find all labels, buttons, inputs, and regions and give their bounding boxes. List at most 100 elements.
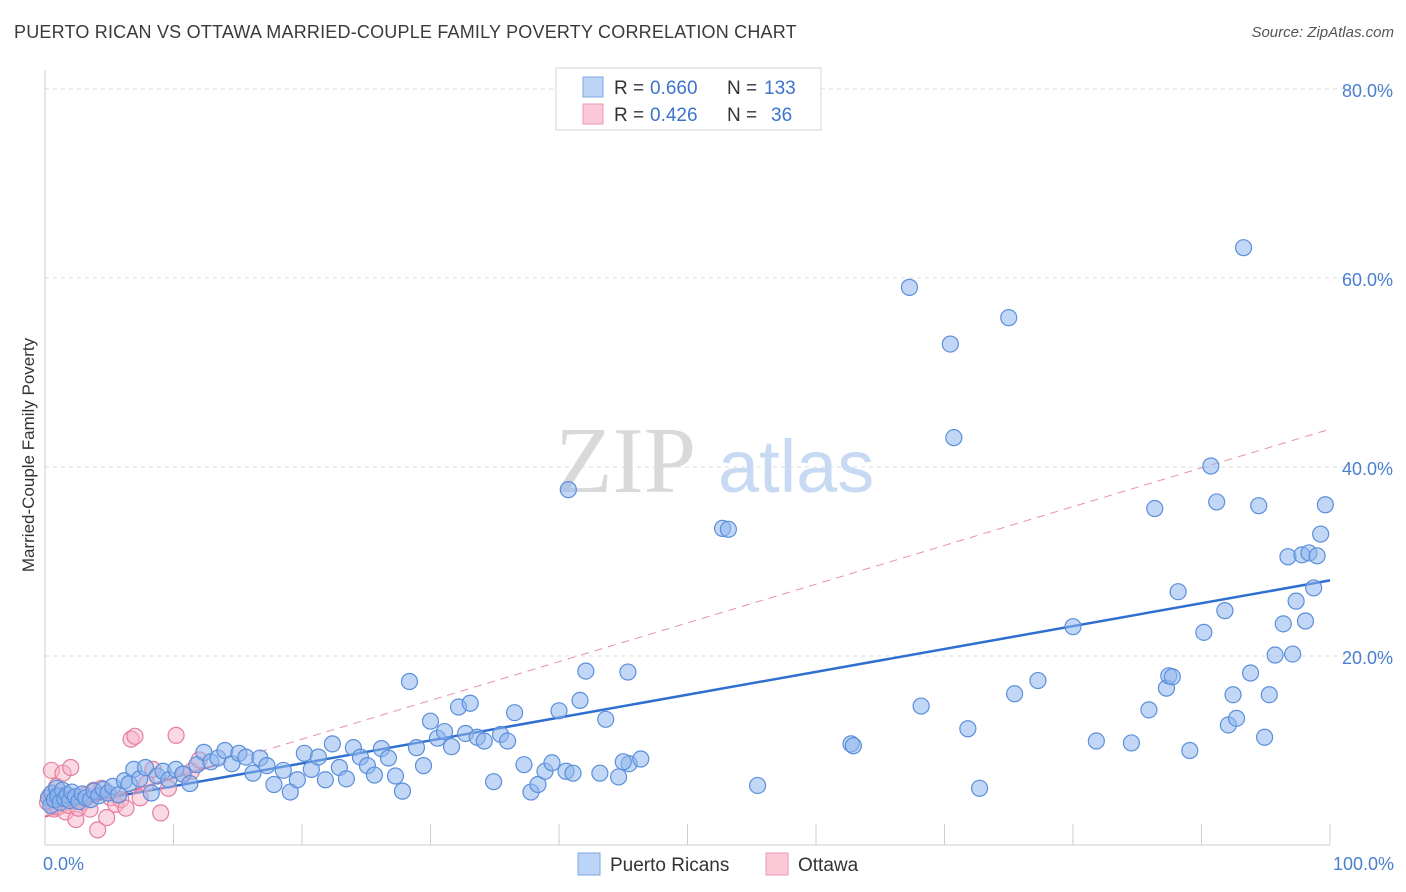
puerto-ricans-point-120	[1163, 668, 1181, 686]
puerto-ricans-point-89	[571, 691, 589, 709]
puerto-ricans-point-66	[407, 739, 426, 757]
puerto-ricans-point-125	[1208, 493, 1226, 511]
puerto-ricans-point-116	[1140, 701, 1158, 719]
puerto-ricans-point-46	[265, 775, 283, 794]
puerto-ricans-point-108	[959, 720, 977, 738]
puerto-ricans-point-141	[1296, 612, 1315, 630]
puerto-ricans-point-128	[1224, 686, 1242, 704]
puerto-ricans-point-86	[550, 702, 568, 720]
legend-r-label-1: R =	[614, 78, 644, 99]
puerto-ricans-point-95	[632, 750, 650, 768]
puerto-ricans-point-105	[912, 697, 930, 715]
x-tick-label-1: 100.0%	[1333, 854, 1394, 874]
puerto-ricans-point-54	[323, 735, 341, 753]
puerto-ricans-point-90	[577, 662, 595, 680]
puerto-ricans-point-47	[274, 761, 292, 779]
legend-r-label-2: R =	[614, 105, 644, 126]
puerto-ricans-point-80	[506, 704, 524, 722]
bottom-legend-label-2: Ottawa	[798, 855, 859, 876]
puerto-ricans-point-139	[1287, 592, 1305, 610]
puerto-ricans-point-49	[288, 771, 306, 789]
puerto-ricans-point-88	[564, 764, 582, 782]
ottawa-point-18	[89, 821, 107, 839]
legend-n-value-2: 36	[771, 105, 792, 126]
puerto-ricans-point-106	[941, 335, 959, 353]
puerto-ricans-point-145	[1312, 525, 1330, 543]
source-label: Source: ZipAtlas.com	[1251, 24, 1394, 41]
puerto-ricans-point-137	[1279, 548, 1297, 566]
puerto-ricans-point-71	[442, 738, 461, 756]
puerto-ricans-point-143	[1305, 579, 1323, 597]
puerto-ricans-point-34	[181, 774, 199, 793]
ottawa-point-20	[98, 808, 116, 827]
puerto-ricans-point-107	[945, 429, 963, 447]
puerto-ricans-point-53	[316, 771, 334, 789]
ottawa-point-24	[117, 799, 135, 817]
y-axis-title: Married-Couple Family Poverty	[19, 337, 38, 572]
puerto-ricans-point-28	[142, 784, 160, 802]
puerto-ricans-point-64	[393, 782, 412, 800]
puerto-ricans-point-133	[1255, 728, 1274, 746]
puerto-ricans-point-63	[386, 767, 405, 785]
bottom-legend: Puerto Ricans Ottawa	[577, 852, 859, 876]
puerto-ricans-point-65	[400, 672, 419, 691]
puerto-ricans-point-138	[1284, 645, 1302, 663]
watermark-atlas: atlas	[718, 425, 874, 508]
puerto-ricans-point-110	[1000, 309, 1018, 327]
puerto-ricans-point-104	[900, 278, 919, 296]
puerto-ricans-point-124	[1202, 457, 1220, 475]
puerto-ricans-point-92	[597, 710, 615, 728]
ottawa-point-32	[167, 726, 185, 744]
puerto-ricans-point-93	[609, 768, 628, 786]
puerto-ricans-point-62	[379, 749, 398, 767]
puerto-ricans-point-77	[484, 773, 503, 791]
puerto-ricans-point-117	[1146, 499, 1164, 518]
puerto-ricans-point-144	[1308, 547, 1326, 565]
puerto-ricans-trend-line	[44, 579, 1331, 811]
puerto-ricans-point-121	[1169, 583, 1187, 601]
puerto-ricans-point-113	[1064, 618, 1082, 636]
puerto-ricans-point-43	[244, 764, 262, 782]
legend-n-value-1: 133	[764, 78, 796, 99]
puerto-ricans-point-131	[1241, 664, 1260, 682]
legend: R = 0.660 N = 133 R = 0.426 N = 36	[555, 67, 822, 131]
legend-r-value-1: 0.660	[650, 78, 698, 99]
puerto-ricans-point-70	[435, 722, 454, 741]
puerto-ricans-point-76	[475, 732, 493, 750]
legend-r-value-2: 0.426	[650, 105, 698, 126]
puerto-ricans-point-111	[1005, 685, 1024, 703]
y-tick-label-3: 80.0%	[1342, 81, 1393, 101]
puerto-ricans-point-83	[529, 775, 547, 794]
puerto-ricans-point-115	[1122, 734, 1141, 752]
puerto-ricans-point-67	[414, 757, 433, 775]
puerto-ricans-point-50	[295, 744, 313, 762]
x-tick-label-0: 0.0%	[43, 854, 84, 874]
legend-swatch-blue	[582, 76, 604, 98]
bottom-legend-swatch-pink	[765, 852, 789, 876]
puerto-ricans-point-130	[1234, 239, 1253, 257]
puerto-ricans-point-112	[1029, 671, 1047, 690]
y-tick-labels: 20.0% 40.0% 60.0% 80.0%	[1342, 81, 1393, 668]
grid-lines	[45, 88, 1392, 657]
puerto-ricans-point-109	[970, 779, 989, 797]
puerto-ricans-point-85	[543, 754, 561, 772]
puerto-ricans-point-101	[719, 520, 737, 538]
puerto-ricans-point-126	[1216, 602, 1234, 620]
puerto-ricans-point-56	[337, 770, 355, 788]
puerto-ricans-point-27	[136, 758, 155, 777]
puerto-ricans-point-91	[591, 764, 609, 782]
ottawa-point-30	[152, 804, 170, 822]
watermark-zip: ZIP	[555, 409, 696, 513]
legend-swatch-pink	[582, 103, 604, 125]
axes	[44, 70, 1331, 846]
puerto-ricans-point-81	[515, 756, 533, 774]
puerto-ricans-point-123	[1195, 623, 1213, 641]
watermark: ZIP atlas	[555, 409, 874, 513]
puerto-ricans-points	[39, 239, 1334, 814]
puerto-ricans-point-129	[1227, 709, 1246, 727]
puerto-ricans-point-132	[1250, 497, 1268, 515]
y-tick-label-1: 40.0%	[1342, 459, 1393, 479]
puerto-ricans-point-100	[748, 776, 767, 795]
bottom-legend-swatch-blue	[577, 852, 601, 876]
puerto-ricans-point-45	[258, 757, 276, 775]
